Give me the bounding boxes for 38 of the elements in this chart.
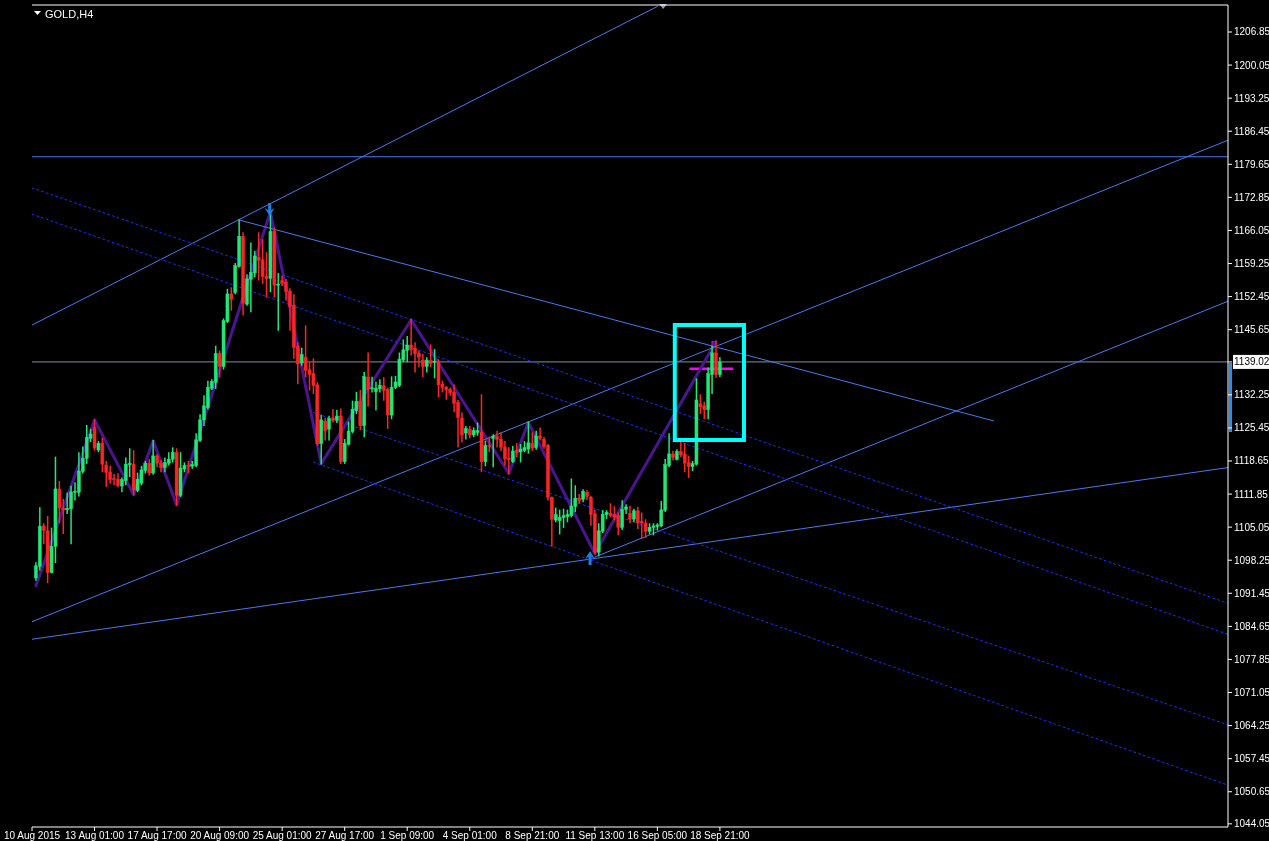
y-tick-label: 1125.45	[1234, 422, 1269, 434]
y-tick-label: 1166.05	[1234, 224, 1269, 236]
y-tick-label: 1057.45	[1234, 753, 1269, 765]
y-tick-label: 1172.85	[1234, 191, 1269, 203]
x-tick-label: 18 Sep 21:00	[690, 830, 751, 841]
y-tick-label: 1091.45	[1234, 587, 1269, 599]
x-tick-label: 25 Aug 01:00	[252, 830, 313, 841]
y-tick-label: 1084.65	[1234, 620, 1269, 632]
x-tick-label: 16 Sep 05:00	[627, 830, 688, 841]
x-tick-label: 27 Aug 17:00	[315, 830, 375, 841]
x-tick-label: 4 Sep 01:00	[442, 830, 498, 841]
y-tick-label: 1111.85	[1234, 488, 1269, 500]
chart-title: GOLD,H4	[45, 8, 94, 20]
y-tick-label: 1139.02	[1234, 356, 1269, 368]
y-tick-label: 1145.65	[1234, 324, 1269, 336]
y-tick-label: 1050.65	[1234, 786, 1269, 798]
y-tick-label: 1200.05	[1234, 59, 1269, 71]
x-tick-label: 11 Sep 13:00	[565, 830, 625, 841]
y-tick-label: 1132.25	[1234, 389, 1269, 401]
y-tick-label: 1044.05	[1234, 818, 1269, 830]
x-tick-label: 8 Sep 21:00	[505, 830, 560, 841]
y-tick-label: 1098.25	[1234, 554, 1269, 566]
y-tick-label: 1206.85	[1234, 26, 1269, 38]
y-tick-label: 1118.65	[1234, 455, 1269, 467]
x-tick-label: 17 Aug 17:00	[127, 830, 187, 841]
x-tick-label: 20 Aug 09:00	[190, 830, 250, 841]
x-tick-label: 13 Aug 01:00	[65, 830, 125, 841]
y-tick-label: 1077.85	[1234, 653, 1269, 665]
x-tick-label: 1 Sep 09:00	[380, 830, 435, 841]
x-tick-label: 10 Aug 2015	[3, 830, 61, 841]
y-tick-label: 1186.45	[1234, 125, 1269, 137]
y-tick-label: 1105.05	[1234, 521, 1269, 533]
y-tick-label: 1179.65	[1234, 158, 1269, 170]
y-tick-label: 1159.25	[1234, 258, 1269, 270]
y-tick-label: 1064.25	[1234, 720, 1269, 732]
y-tick-label: 1152.45	[1234, 291, 1269, 303]
y-tick-label: 1071.05	[1234, 687, 1269, 699]
y-tick-label: 1193.25	[1234, 92, 1269, 104]
